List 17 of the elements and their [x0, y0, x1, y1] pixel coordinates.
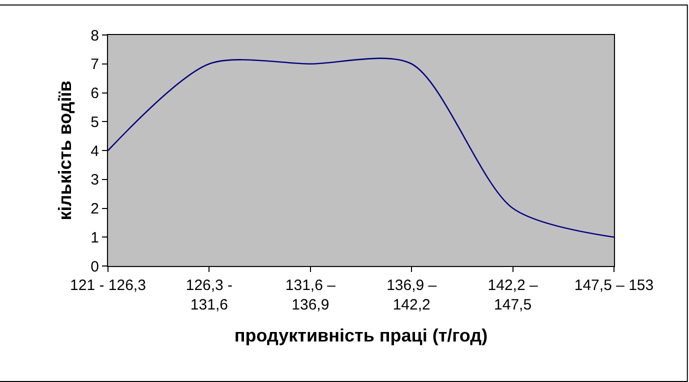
x-tick-label: 142,2 – 147,5 — [488, 277, 538, 314]
y-axis-title: кількість водіїв — [54, 80, 75, 220]
y-tick-label: 6 — [90, 85, 99, 102]
x-tick-label: 121 - 126,3 — [70, 277, 146, 294]
x-tick-label: 136,9 – 142,2 — [386, 277, 438, 314]
x-tick-label: 126,3 - 131,6 — [186, 277, 233, 314]
y-tick-label: 1 — [90, 229, 99, 246]
x-tick-label: 131,6 – 136,9 — [285, 277, 336, 314]
y-tick-label: 8 — [90, 27, 99, 44]
y-tick-label: 2 — [90, 200, 99, 218]
y-tick-label: 5 — [90, 114, 99, 131]
y-tick-label: 0 — [90, 258, 99, 276]
y-tick-label: 3 — [90, 172, 99, 189]
y-tick-label: 7 — [90, 56, 99, 74]
x-axis-title: продуктивність праці (т/год) — [234, 326, 488, 346]
y-tick-label: 4 — [90, 142, 99, 160]
x-tick-label: 147,5 – 153 — [574, 277, 654, 294]
